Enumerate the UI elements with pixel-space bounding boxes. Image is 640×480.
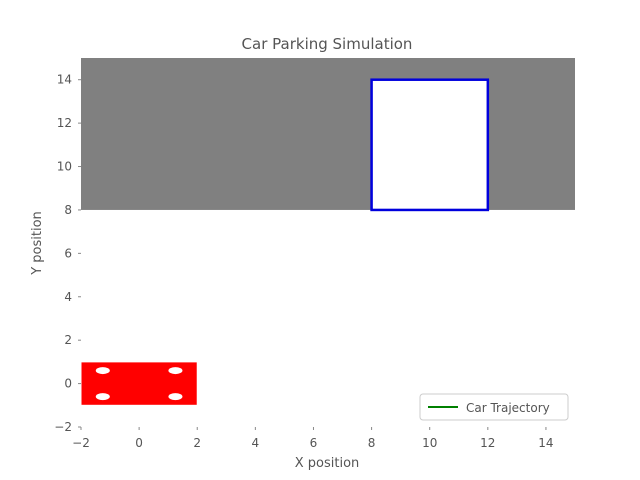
- legend-frame: [419, 393, 569, 421]
- plot-area: [80, 58, 575, 406]
- chart-title: Car Parking Simulation: [242, 35, 413, 53]
- x-tick-label: 10: [422, 436, 437, 450]
- x-axis-label: X position: [295, 456, 360, 471]
- car-wheel-2: [168, 367, 183, 375]
- x-tick-label: 4: [252, 436, 260, 450]
- car-wheel-4: [168, 393, 183, 401]
- legend-label-car-trajectory: Car Trajectory: [466, 401, 550, 415]
- y-tick-label: 2: [64, 333, 72, 347]
- y-axis-ticks: −2 0 2 4 6 8 10 12 14: [54, 73, 81, 434]
- y-tick-label: 14: [57, 73, 72, 87]
- y-tick-label: 6: [64, 246, 72, 260]
- y-tick-label: 12: [57, 116, 72, 130]
- x-tick-label: −2: [72, 436, 90, 450]
- x-tick-label: 12: [480, 436, 495, 450]
- x-axis-ticks: −2 0 2 4 6 8 10 12 14: [72, 427, 554, 450]
- parking-spot: [370, 78, 490, 212]
- x-tick-label: 6: [310, 436, 318, 450]
- y-tick-label: −2: [54, 420, 72, 434]
- x-tick-label: 8: [368, 436, 376, 450]
- x-tick-label: 2: [193, 436, 201, 450]
- obstacle-region: [81, 58, 575, 210]
- car-wheel-1: [95, 367, 110, 375]
- car-wheel-3: [95, 393, 110, 401]
- y-tick-label: 10: [57, 160, 72, 174]
- x-tick-label: 0: [135, 436, 143, 450]
- x-tick-label: 14: [538, 436, 553, 450]
- y-axis-label: Y position: [30, 211, 45, 276]
- y-tick-label: 4: [64, 290, 72, 304]
- y-tick-label: 8: [64, 203, 72, 217]
- legend: Car Trajectory: [419, 393, 569, 421]
- y-tick-label: 0: [64, 377, 72, 391]
